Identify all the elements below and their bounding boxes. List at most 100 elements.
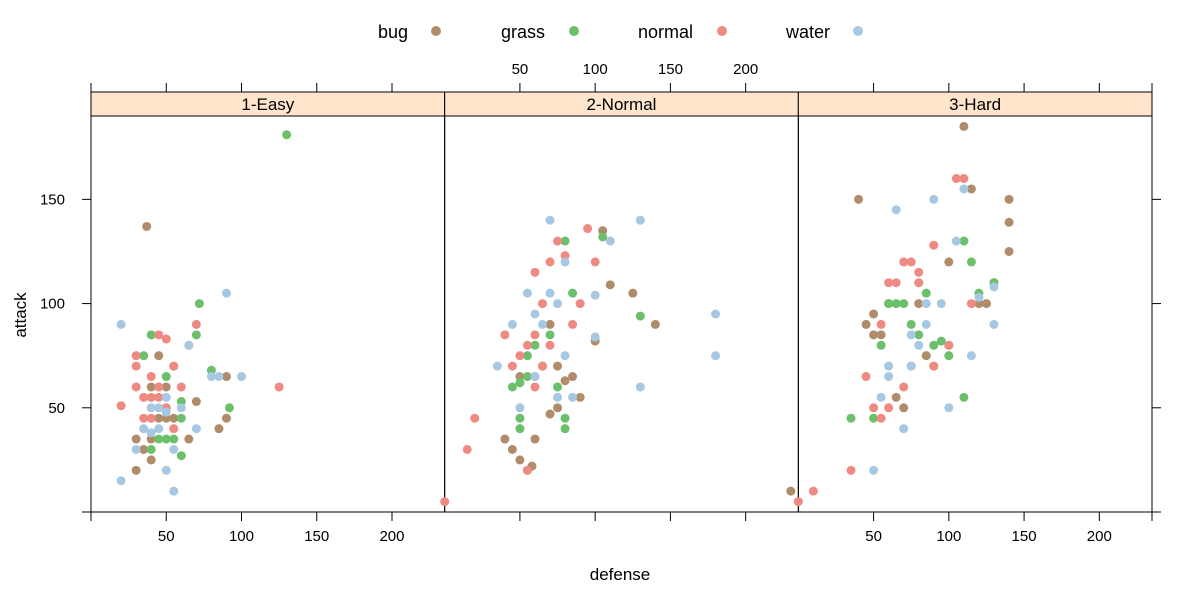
point-normal — [869, 403, 879, 413]
point-bug — [530, 434, 540, 444]
point-water — [891, 205, 901, 215]
point-water — [989, 319, 999, 329]
point-water — [537, 319, 547, 329]
y-tick-label: 50 — [48, 400, 65, 417]
point-water — [959, 184, 969, 194]
point-normal — [537, 299, 547, 309]
point-grass — [635, 311, 645, 321]
point-bug — [605, 280, 615, 290]
point-normal — [929, 240, 939, 250]
strip-label-3-Hard: 3-Hard — [949, 95, 1001, 114]
point-water — [169, 444, 179, 454]
point-water — [951, 236, 961, 246]
point-bug — [545, 409, 555, 419]
point-grass — [191, 330, 201, 340]
point-bug — [214, 424, 224, 434]
point-bug — [974, 299, 984, 309]
point-water — [553, 299, 563, 309]
point-normal — [522, 340, 532, 350]
point-bug — [861, 319, 871, 329]
point-normal — [553, 236, 563, 246]
point-bug — [169, 413, 179, 423]
point-water — [974, 292, 984, 302]
point-normal — [891, 278, 901, 288]
legend-marker-bug — [431, 26, 441, 36]
panel-strips: 1-Easy 2-Normal 3-Hard — [90, 91, 1153, 117]
point-normal — [959, 174, 969, 184]
point-grass — [176, 413, 186, 423]
point-bug — [154, 413, 164, 423]
point-normal — [568, 319, 578, 329]
point-grass — [282, 130, 292, 140]
point-water — [869, 465, 879, 475]
point-water — [590, 332, 600, 342]
y-axis-title: attack — [11, 292, 30, 338]
point-normal — [560, 251, 570, 261]
point-bug — [568, 372, 578, 382]
point-grass — [545, 330, 555, 340]
point-water — [154, 403, 164, 413]
point-water — [146, 403, 156, 413]
point-water — [214, 372, 224, 382]
point-grass — [176, 451, 186, 461]
point-normal — [154, 392, 164, 402]
point-grass — [146, 330, 156, 340]
point-grass — [515, 378, 525, 388]
point-bug — [869, 330, 879, 340]
point-water — [989, 282, 999, 292]
point-bug — [876, 330, 886, 340]
point-water — [154, 424, 164, 434]
point-grass — [936, 336, 946, 346]
point-grass — [560, 424, 570, 434]
point-normal — [876, 413, 886, 423]
point-water — [914, 340, 924, 350]
point-water — [921, 299, 931, 309]
point-normal — [191, 319, 201, 329]
point-water — [884, 372, 894, 382]
point-normal — [462, 444, 472, 454]
point-water — [711, 309, 721, 319]
point-bug — [1004, 194, 1014, 204]
point-bug — [191, 397, 201, 407]
point-grass — [146, 444, 156, 454]
y-tick-label: 150 — [40, 191, 65, 208]
point-water — [929, 194, 939, 204]
point-grass — [522, 351, 532, 361]
point-normal — [846, 465, 856, 475]
point-bug — [854, 194, 864, 204]
point-water — [206, 372, 216, 382]
point-bug — [598, 226, 608, 236]
point-grass — [224, 403, 234, 413]
point-water — [116, 476, 126, 486]
point-bug — [221, 372, 231, 382]
point-normal — [914, 267, 924, 277]
point-grass — [959, 392, 969, 402]
point-normal — [530, 267, 540, 277]
point-normal — [169, 424, 179, 434]
point-water — [560, 351, 570, 361]
strip-label-1-Easy: 1-Easy — [241, 95, 294, 114]
point-normal — [274, 382, 284, 392]
point-normal — [131, 351, 141, 361]
point-water — [161, 465, 171, 475]
point-water — [176, 403, 186, 413]
point-grass — [959, 236, 969, 246]
point-normal — [966, 299, 976, 309]
point-normal — [575, 299, 585, 309]
point-bug — [515, 372, 525, 382]
point-bug — [966, 184, 976, 194]
point-water — [184, 340, 194, 350]
point-water — [635, 382, 645, 392]
point-water — [876, 392, 886, 402]
point-bug — [650, 319, 660, 329]
legend-label-bug: bug — [378, 22, 408, 42]
strip-1-Easy — [90, 91, 446, 117]
point-water — [635, 215, 645, 225]
point-water — [590, 290, 600, 300]
point-water — [139, 424, 149, 434]
point-grass — [906, 319, 916, 329]
point-water — [530, 372, 540, 382]
point-normal — [176, 382, 186, 392]
point-normal — [507, 361, 517, 371]
point-grass — [944, 351, 954, 361]
